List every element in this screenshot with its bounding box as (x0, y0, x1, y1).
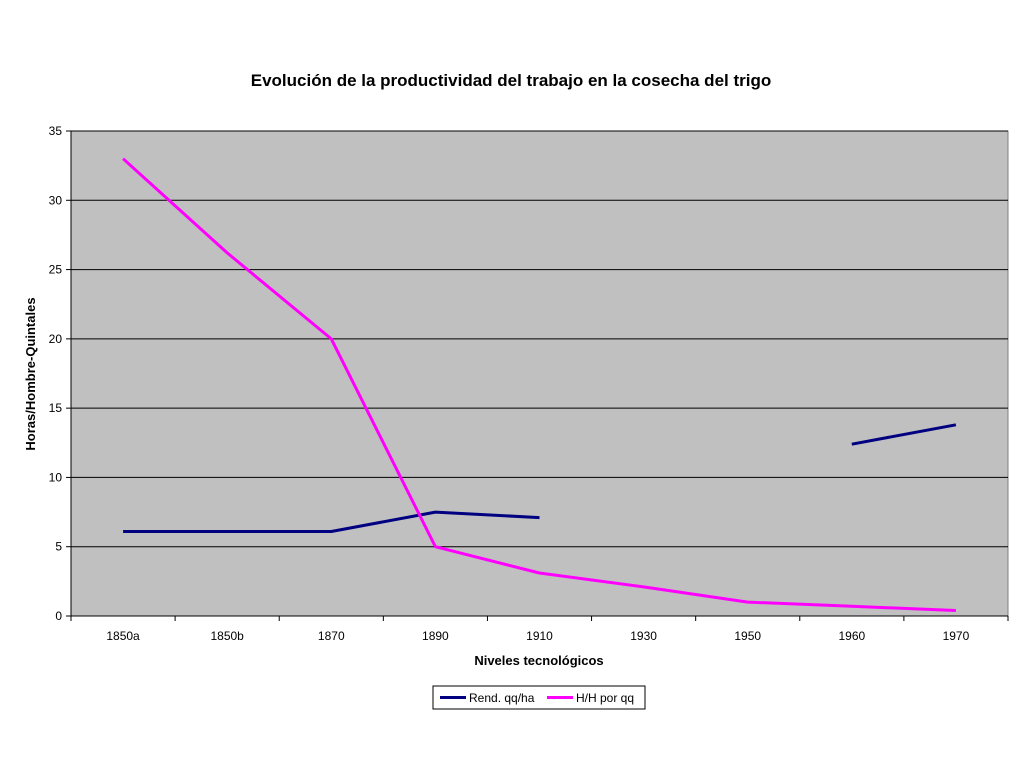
legend: Rend. qq/ha H/H por qq (432, 685, 646, 710)
y-tick-label: 25 (49, 263, 63, 277)
x-tick-label: 1850b (210, 629, 244, 643)
legend-label-rend: Rend. qq/ha (469, 691, 535, 705)
x-tick-label: 1970 (943, 629, 970, 643)
legend-label-hh: H/H por qq (576, 691, 634, 705)
series-line-rend (851, 423, 957, 446)
series-line-rend (123, 510, 540, 533)
grid-lines (71, 130, 1008, 548)
x-tick-label: 1850a (106, 629, 140, 643)
series-lines (122, 157, 957, 612)
x-tick-label: 1870 (318, 629, 345, 643)
y-tick-label: 20 (49, 332, 63, 346)
y-tick-label: 5 (55, 540, 62, 554)
x-axis: 1850a 1850b 1870 1890 1910 1930 1950 1960 1970 (70, 615, 1009, 643)
y-axis-title: Horas/Hombre-Quintales (23, 297, 38, 450)
x-tick-label: 1950 (734, 629, 761, 643)
chart-title: Evolución de la productividad del trabaj… (251, 71, 772, 90)
legend-box (432, 685, 646, 710)
x-axis-title: Niveles tecnológicos (474, 653, 603, 668)
y-tick-label: 0 (55, 609, 62, 623)
x-tick-label: 1890 (422, 629, 449, 643)
series-line-hh (122, 157, 956, 612)
y-tick-label: 10 (49, 470, 63, 484)
y-tick-label: 15 (49, 401, 63, 415)
y-tick-label: 30 (49, 193, 63, 207)
y-axis: 0 5 10 15 20 25 30 35 (49, 124, 72, 623)
x-tick-label: 1910 (526, 629, 553, 643)
plot-area (70, 130, 1009, 617)
y-tick-label: 35 (49, 124, 63, 138)
x-tick-label: 1930 (630, 629, 657, 643)
x-tick-label: 1960 (838, 629, 865, 643)
